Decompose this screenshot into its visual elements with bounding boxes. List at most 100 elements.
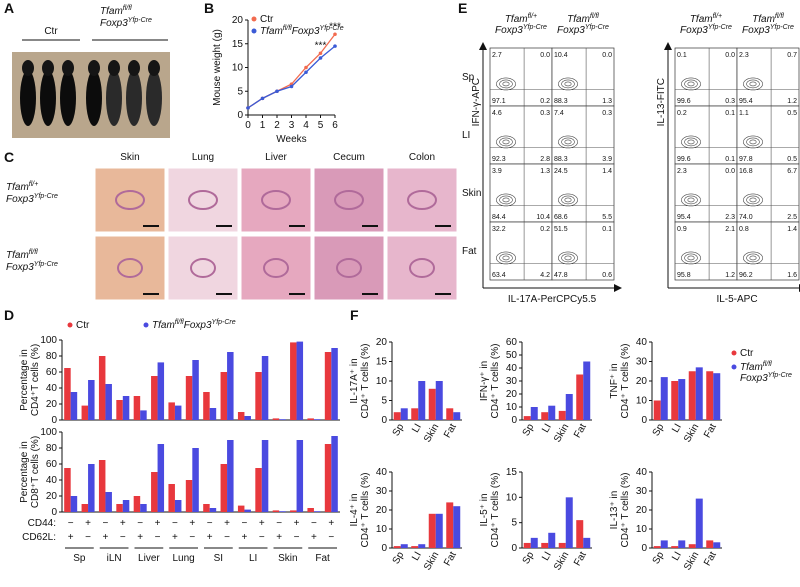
x-tick-label: LI	[670, 550, 684, 563]
bar	[530, 407, 538, 420]
x-tick-label: LI	[540, 550, 554, 563]
bar	[688, 371, 696, 420]
sign: +	[137, 532, 143, 543]
bar	[64, 368, 71, 420]
bar	[653, 546, 661, 548]
significance: ***	[329, 21, 341, 32]
bar	[411, 546, 419, 548]
quadrant-value: 95.4	[677, 214, 691, 221]
bar	[261, 440, 269, 512]
bar	[418, 544, 426, 548]
contour	[687, 255, 695, 261]
sign: −	[137, 518, 143, 529]
mouse-head	[88, 60, 100, 76]
sign: −	[294, 532, 300, 543]
bar	[227, 440, 234, 512]
bar	[695, 498, 703, 548]
contour	[749, 139, 757, 145]
genotype-label: Tfamfl/flFoxp3Yfp-Cre	[152, 319, 236, 331]
arrow-head	[614, 284, 622, 292]
contour	[564, 81, 572, 87]
quadrant-value: 2.3	[739, 52, 749, 59]
mouse-head	[42, 60, 54, 76]
ctr-label: Ctr	[44, 26, 58, 37]
point	[333, 44, 337, 48]
y-tick-label: 40	[376, 467, 388, 478]
bar	[706, 540, 714, 548]
quadrant-value: 63.4	[492, 272, 506, 279]
y-tick-label: 40	[46, 475, 58, 486]
label-superscript: fl/fl	[29, 249, 38, 256]
sign: −	[242, 518, 248, 529]
y-axis-label: IL-13⁺ in	[609, 491, 620, 530]
bar	[400, 544, 408, 548]
quadrant-value: 0.2	[677, 110, 687, 117]
label-superscript: Yfp-Cre	[34, 193, 58, 200]
bar	[678, 379, 686, 420]
tissue-label: Lung	[192, 152, 214, 163]
label-part: Tfam	[505, 14, 528, 25]
y-tick-label: 20	[506, 389, 518, 400]
bar	[157, 362, 165, 420]
quadrant-value: 0.0	[725, 52, 735, 59]
y-tick-label: 10	[376, 376, 388, 387]
x-tick-label: Skin	[552, 422, 571, 444]
bar	[324, 444, 332, 512]
label-superscript: fl/+	[713, 13, 723, 20]
contour	[496, 251, 516, 265]
legend-marker	[251, 28, 257, 34]
bar	[453, 506, 461, 548]
label-superscript: fl/fl	[590, 13, 599, 20]
quadrant-value: 3.9	[602, 156, 612, 163]
contour	[564, 197, 572, 203]
x-tick-label: Sp	[651, 422, 667, 438]
y-tick-label: 5	[511, 518, 517, 529]
row-label: CD62L:	[22, 532, 56, 543]
bar	[523, 542, 531, 548]
y-axis-label: IFN-γ⁺ in	[479, 361, 490, 401]
bar	[290, 342, 297, 420]
quadrant-value: 0.1	[725, 156, 735, 163]
genotype-label: Tfamfl/flFoxp3Yfp-Cre	[260, 25, 344, 37]
bar	[64, 468, 71, 512]
bar	[116, 400, 123, 420]
contour	[681, 135, 701, 149]
y-tick-label: 0	[237, 110, 243, 121]
bar	[583, 361, 591, 420]
y-tick-label: 20	[46, 491, 58, 502]
label-superscript: Yfp-Cre	[320, 25, 344, 32]
quadrant-value: 0.9	[677, 226, 687, 233]
label-part: Foxp3	[100, 18, 128, 29]
histology-feature	[190, 258, 216, 278]
sign: −	[189, 532, 195, 543]
bar	[151, 376, 158, 420]
arrow-head	[664, 42, 672, 50]
quadrant-value: 96.2	[739, 272, 753, 279]
x-tick-label: Skin	[682, 422, 701, 444]
label-superscript: fl/fl	[283, 25, 292, 32]
sign: +	[328, 518, 334, 529]
quadrant-value: 74.0	[739, 214, 753, 221]
x-tick-label: Skin	[552, 550, 571, 572]
label-part: Foxp3	[680, 25, 708, 36]
bar	[157, 444, 165, 512]
bar	[695, 367, 703, 420]
contour	[743, 77, 763, 91]
quadrant-value: 0.5	[787, 110, 797, 117]
sign: +	[85, 518, 91, 529]
contour	[502, 197, 510, 203]
y-axis-label: IL-4⁺ in	[349, 493, 360, 526]
x-tick-label: Skin	[422, 550, 441, 572]
group-label: Lung	[173, 553, 195, 564]
x-tick-label: LI	[540, 422, 554, 435]
bar	[185, 480, 193, 512]
y-tick-label: 0	[641, 543, 647, 554]
contour	[684, 253, 698, 263]
significance: ***	[315, 40, 327, 51]
quadrant-value: 7.4	[554, 110, 564, 117]
contour	[558, 193, 578, 207]
y-tick-label: 0	[641, 415, 647, 426]
sign: +	[189, 518, 195, 529]
